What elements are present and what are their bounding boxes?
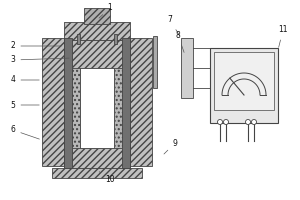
Text: 2: 2 xyxy=(11,42,61,50)
Text: 4: 4 xyxy=(11,75,39,84)
Text: 8: 8 xyxy=(176,30,184,52)
Text: 11: 11 xyxy=(278,25,288,47)
Bar xyxy=(214,52,274,110)
Bar xyxy=(114,40,122,158)
Bar xyxy=(210,48,278,123)
Bar xyxy=(72,40,80,158)
Text: 7: 7 xyxy=(168,16,180,36)
Bar xyxy=(80,68,114,148)
Bar xyxy=(72,148,122,168)
Bar xyxy=(42,38,64,166)
Circle shape xyxy=(245,119,250,124)
Circle shape xyxy=(251,119,256,124)
Bar xyxy=(122,38,130,168)
Bar xyxy=(64,22,130,40)
Text: 1: 1 xyxy=(99,3,112,18)
Text: 3: 3 xyxy=(11,55,69,64)
Bar xyxy=(64,156,130,170)
Text: 10: 10 xyxy=(99,172,115,184)
Bar xyxy=(72,40,122,68)
Bar xyxy=(181,38,193,98)
Bar xyxy=(114,34,117,44)
Bar xyxy=(153,36,157,88)
Text: 6: 6 xyxy=(11,126,39,139)
Bar xyxy=(130,38,152,166)
Bar xyxy=(84,8,110,24)
Circle shape xyxy=(224,119,229,124)
Text: 9: 9 xyxy=(164,138,177,154)
Bar xyxy=(77,34,80,44)
Bar xyxy=(52,168,142,178)
Bar xyxy=(64,38,72,168)
Text: 5: 5 xyxy=(11,100,39,110)
Circle shape xyxy=(218,119,223,124)
